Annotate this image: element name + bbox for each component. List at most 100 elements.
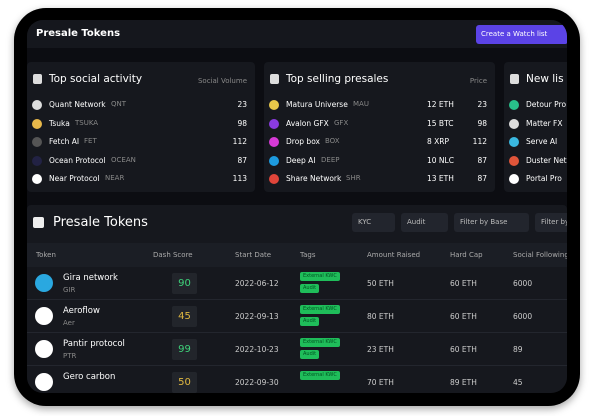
card-column: Price	[469, 77, 487, 85]
tag: Audit	[300, 317, 320, 326]
row-price: 15 BTC	[427, 118, 454, 128]
dash-score: 50	[172, 372, 197, 393]
amount-raised: 80 ETH	[367, 312, 394, 321]
amount-raised: 23 ETH	[367, 345, 394, 354]
row-separator	[27, 299, 567, 300]
row-symbol: NEAR	[105, 174, 125, 182]
amount-raised: 50 ETH	[367, 279, 394, 288]
watch-list-button[interactable]: Create a Watch list	[476, 25, 567, 44]
filter-dropdown[interactable]: Filter by Base	[454, 213, 529, 232]
row-icon	[269, 155, 279, 166]
tag: External KWC	[300, 338, 340, 347]
token-symbol: PTR	[63, 352, 77, 360]
row-price: 13 ETH	[427, 174, 454, 183]
column-header[interactable]: Amount Raised	[367, 251, 421, 259]
token-symbol: Aer	[63, 319, 75, 327]
row-value: 23	[477, 100, 487, 109]
start-date: 2022-06-12	[235, 279, 279, 288]
row-name: Serve AI	[526, 137, 558, 146]
filter-dropdown[interactable]: Filter by	[535, 213, 567, 232]
row-value: 87	[477, 155, 487, 165]
row-symbol: FET	[84, 137, 97, 145]
row-icon	[269, 118, 279, 129]
card-title: Top social activity	[49, 73, 143, 85]
column-header[interactable]: Tags	[300, 251, 316, 259]
row-icon	[509, 174, 519, 184]
row-icon	[509, 155, 519, 166]
filter-dropdown[interactable]: Audit	[401, 213, 448, 232]
card-icon	[510, 74, 519, 84]
row-separator	[27, 365, 567, 366]
hard-cap: 60 ETH	[450, 345, 477, 354]
tag: Audit	[300, 350, 320, 359]
row-name: Portal Pro	[526, 174, 562, 183]
row-value: 112	[472, 137, 487, 146]
card	[27, 62, 255, 192]
row-name: Drop box	[286, 137, 320, 146]
row-icon	[269, 137, 279, 147]
row-name: Detour Pro	[526, 100, 567, 109]
row-icon	[509, 137, 519, 147]
row-price: 8 XRP	[427, 137, 450, 146]
column-header[interactable]: Dash Score	[153, 251, 193, 259]
start-date: 2022-09-30	[235, 378, 279, 387]
screen: Presale Tokens Create a Watch list Top soc…	[27, 20, 567, 393]
row-symbol: QNT	[111, 100, 127, 108]
tag: External KWC	[300, 305, 340, 314]
token-icon	[35, 307, 53, 325]
row-icon	[269, 174, 279, 184]
dash-score: 99	[172, 339, 197, 360]
row-icon	[509, 100, 519, 110]
row-icon	[269, 100, 279, 110]
table-title: Presale Tokens	[53, 215, 148, 230]
row-value: 87	[477, 174, 487, 183]
column-header[interactable]: Token	[36, 251, 56, 259]
row-value: 113	[232, 174, 247, 183]
card	[264, 62, 495, 192]
row-price: 12 ETH	[427, 100, 454, 109]
row-value: 87	[237, 155, 247, 165]
row-symbol: OCEAN	[111, 155, 136, 164]
token-name: Pantir protocol	[63, 339, 125, 349]
column-header[interactable]: Social Following	[513, 251, 567, 259]
token-symbol: GIR	[63, 286, 76, 294]
row-icon	[32, 174, 42, 184]
dash-score: 90	[172, 273, 197, 294]
row-price: 10 NLC	[427, 155, 454, 165]
card-title: New lis	[526, 73, 564, 85]
card-icon	[33, 74, 42, 84]
row-value: 98	[237, 118, 247, 128]
row-icon	[32, 155, 42, 166]
filter-dropdown[interactable]: KYC	[352, 213, 395, 232]
tag: Audit	[300, 284, 320, 293]
row-icon	[32, 100, 42, 110]
row-value: 112	[232, 137, 247, 146]
row-icon	[32, 118, 42, 129]
card-title: Top selling presales	[286, 73, 389, 85]
row-icon	[509, 118, 519, 129]
column-header[interactable]: Start Date	[235, 251, 272, 259]
dash-score: 45	[172, 306, 197, 327]
token-icon	[35, 274, 53, 292]
token-icon	[35, 340, 53, 358]
row-symbol: GFX	[334, 118, 349, 127]
row-name: Quant Network	[49, 100, 106, 109]
row-name: Matter FX	[526, 118, 563, 128]
tag: External KWC	[300, 371, 340, 380]
row-symbol: SHR	[346, 174, 361, 182]
card-icon	[270, 74, 279, 84]
header-title: Presale Tokens	[36, 28, 121, 39]
row-name: Avalon GFX	[286, 118, 329, 128]
row-symbol: DEEP	[321, 155, 340, 164]
row-symbol: TSUKA	[75, 118, 99, 127]
row-name: Duster Net	[526, 155, 567, 165]
hard-cap: 60 ETH	[450, 312, 477, 321]
row-symbol: MAU	[353, 100, 369, 108]
table-icon	[33, 217, 44, 228]
social-following: 89	[513, 345, 523, 354]
row-value: 98	[477, 118, 487, 128]
row-name: Fetch AI	[49, 137, 80, 146]
column-header[interactable]: Hard Cap	[450, 251, 483, 259]
table-header	[27, 243, 567, 267]
token-name: Gira network	[63, 273, 118, 283]
